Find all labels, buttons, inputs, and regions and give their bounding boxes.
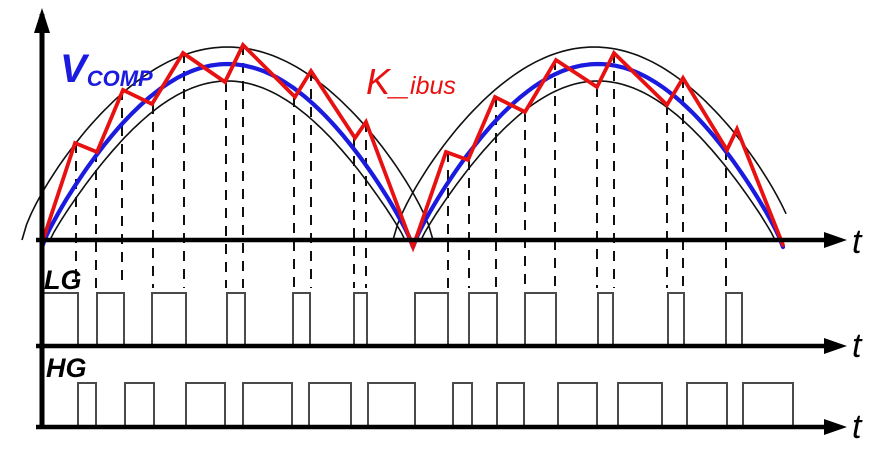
vcomp-label: VCOMP [60, 47, 153, 91]
lg-label: LG [44, 265, 82, 295]
lg-pulse-train [41, 292, 743, 346]
hg-pulse-train [77, 382, 794, 427]
lg-time-axis-arrowhead [824, 338, 847, 354]
top-time-axis-arrowhead [824, 232, 847, 248]
kibus-label-sub: ibus [410, 72, 456, 100]
kibus-label-main: K_ [366, 61, 410, 102]
kibus-waveform [40, 41, 785, 253]
vcomp-label-main: V [60, 47, 90, 91]
hg-time-axis-arrowhead [824, 419, 847, 435]
switching-instant-dashed-lines [75, 45, 727, 288]
lg-axis-t-label: t [852, 327, 863, 365]
hg-label: HG [46, 353, 87, 383]
vcomp-curve-hump1 [39, 61, 416, 250]
kibus-label: K_ibus [366, 61, 456, 102]
upper-envelope-hump2 [392, 46, 787, 241]
top-axis-t-label: t [852, 223, 863, 261]
vcomp-label-sub: COMP [87, 66, 153, 91]
y-axis-arrowhead [34, 8, 50, 33]
hg-axis-t-label: t [852, 408, 863, 446]
